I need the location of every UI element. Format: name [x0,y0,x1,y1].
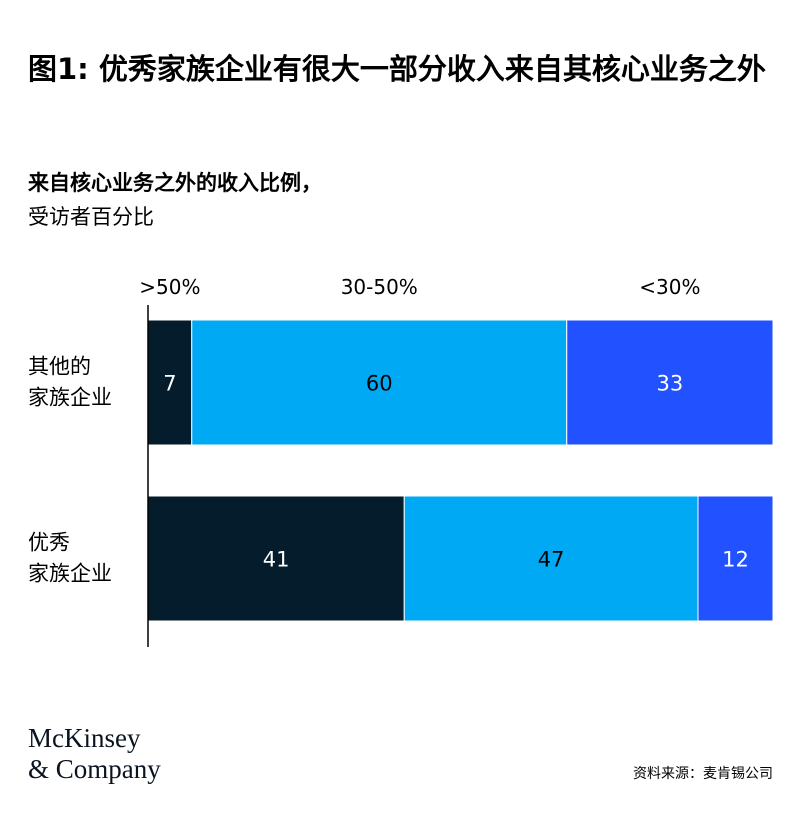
legend-label-1: 30-50% [341,275,418,299]
category-label-line: 优秀 [28,531,70,555]
data-label: 7 [163,372,176,396]
legend-label-2: <30% [639,275,700,299]
category-label-1: 优秀家族企业 [28,531,112,586]
category-label-line: 家族企业 [28,386,112,410]
logo-line-1: McKinsey [28,723,141,753]
bar-segment [403,495,699,622]
data-label: 41 [263,548,290,572]
data-label: 12 [722,548,749,572]
chart-subtitle: 来自核心业务之外的收入比例， [28,171,322,195]
category-label-line: 家族企业 [28,562,112,586]
bar-segment [566,319,774,446]
logo-line-2: & Company [28,754,161,784]
bar-segment [147,495,405,622]
chart-title: 图1: 优秀家族企业有很大一部分收入来自其核心业务之外 [28,52,766,86]
source-note: 资料来源：麦肯锡公司 [633,766,773,782]
mckinsey-logo: McKinsey & Company [28,723,161,785]
data-label: 33 [657,372,684,396]
chart-unit-label: 受访者百分比 [28,205,154,229]
legend-label-0: >50% [139,275,200,299]
bar-segment [191,319,568,446]
bar-segment [697,495,774,622]
category-label-line: 其他的 [28,355,91,379]
data-label: 60 [366,372,393,396]
data-label: 47 [538,548,565,572]
category-label-0: 其他的家族企业 [28,355,112,410]
